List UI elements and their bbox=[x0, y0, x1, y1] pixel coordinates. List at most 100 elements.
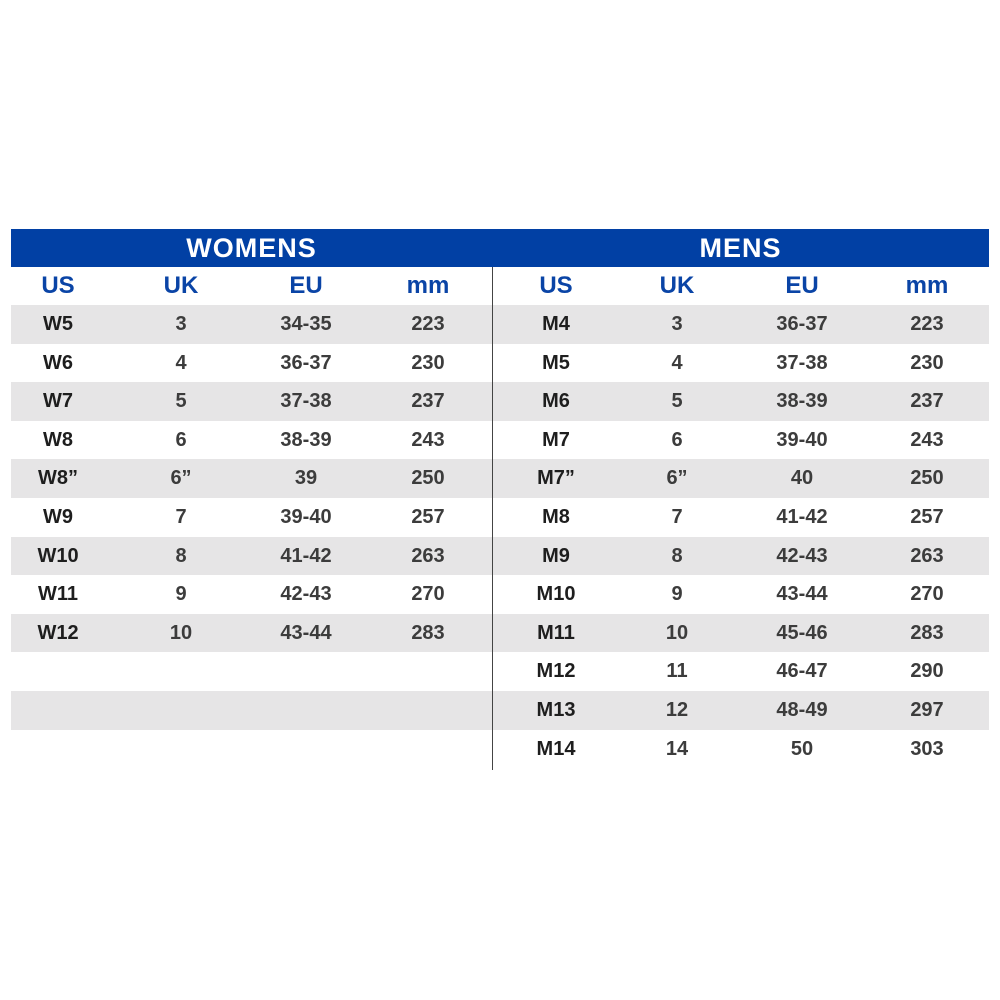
mens-cell: 230 bbox=[910, 351, 944, 374]
womens-cell: 34-35 bbox=[280, 313, 332, 335]
mens-cell: 45-46 bbox=[776, 621, 828, 644]
womens-cell: 8 bbox=[175, 544, 187, 567]
womens-cell: 283 bbox=[411, 621, 445, 644]
womens-cell: 243 bbox=[411, 428, 445, 451]
mens-cell: 243 bbox=[910, 428, 944, 451]
row-stripe bbox=[11, 613, 989, 653]
womens-cell: W7 bbox=[43, 390, 73, 413]
mens-cell: 48-49 bbox=[776, 699, 828, 721]
mens-cell: M14 bbox=[536, 737, 576, 760]
mens-cell: 4 bbox=[671, 351, 683, 374]
mens-cell: 250 bbox=[910, 467, 944, 490]
mens-cell: M13 bbox=[536, 699, 576, 721]
row-stripe bbox=[11, 305, 989, 344]
womens-cell: 230 bbox=[411, 351, 445, 374]
womens-cell: 37-38 bbox=[280, 390, 332, 413]
mens-cell: 270 bbox=[910, 583, 944, 606]
womens-cell: W6 bbox=[43, 351, 73, 374]
womens-cell: 257 bbox=[411, 506, 445, 528]
mens-cell: 42-43 bbox=[776, 544, 828, 567]
mens-cell: M9 bbox=[542, 544, 570, 567]
womens-cell: W5 bbox=[43, 313, 73, 335]
womens-cell: 6 bbox=[175, 428, 187, 451]
womens-header-us: US bbox=[41, 272, 75, 299]
mens-header-us: US bbox=[539, 272, 573, 299]
mens-cell: 14 bbox=[665, 737, 689, 760]
womens-cell: 42-43 bbox=[280, 583, 332, 606]
womens-banner: WOMENS bbox=[11, 229, 492, 267]
mens-cell: 38-39 bbox=[776, 390, 828, 413]
womens-header-uk: UK bbox=[163, 272, 199, 299]
mens-cell: 303 bbox=[910, 737, 944, 760]
mens-banner: MENS bbox=[492, 229, 989, 267]
mens-cell: 290 bbox=[910, 660, 944, 683]
womens-cell: 270 bbox=[411, 583, 445, 606]
column-divider bbox=[492, 267, 493, 770]
womens-cell: 237 bbox=[411, 390, 445, 413]
mens-cell: M4 bbox=[542, 313, 570, 335]
mens-cell: 9 bbox=[671, 583, 683, 606]
mens-header-uk: UK bbox=[659, 272, 695, 299]
mens-cell: M7” bbox=[537, 467, 575, 490]
womens-cell: 39-40 bbox=[280, 506, 332, 528]
womens-cell: 38-39 bbox=[280, 428, 332, 451]
mens-cell: M12 bbox=[536, 660, 576, 683]
mens-cell: 7 bbox=[671, 506, 683, 528]
mens-cell: 257 bbox=[910, 506, 944, 528]
mens-cell: 40 bbox=[790, 467, 814, 490]
womens-cell: W8” bbox=[38, 467, 78, 490]
mens-cell: 36-37 bbox=[776, 313, 828, 335]
womens-cell: 223 bbox=[411, 313, 445, 335]
mens-cell: 10 bbox=[665, 621, 689, 644]
mens-cell: 50 bbox=[790, 737, 814, 760]
mens-cell: 283 bbox=[910, 621, 944, 644]
womens-cell: 39 bbox=[294, 467, 318, 490]
mens-cell: M5 bbox=[542, 351, 570, 374]
mens-cell: 46-47 bbox=[776, 660, 828, 683]
mens-cell: 223 bbox=[910, 313, 944, 335]
womens-header-mm: mm bbox=[406, 272, 450, 299]
womens-cell: W12 bbox=[37, 621, 79, 644]
mens-cell: 41-42 bbox=[776, 506, 828, 528]
womens-cell: 7 bbox=[175, 506, 187, 528]
mens-header-eu: EU bbox=[785, 272, 819, 299]
mens-cell: 37-38 bbox=[776, 351, 828, 374]
mens-cell: M7 bbox=[542, 428, 570, 451]
mens-cell: 6 bbox=[671, 428, 683, 451]
mens-cell: M6 bbox=[542, 390, 570, 413]
row-stripe bbox=[11, 536, 989, 576]
womens-cell: W8 bbox=[43, 428, 73, 451]
mens-cell: M10 bbox=[536, 583, 576, 606]
mens-cell: 12 bbox=[665, 699, 689, 721]
mens-cell: 11 bbox=[666, 660, 688, 683]
womens-cell: 5 bbox=[175, 390, 187, 413]
mens-cell: 297 bbox=[910, 699, 944, 721]
womens-cell: 263 bbox=[411, 544, 445, 567]
row-stripe bbox=[11, 382, 989, 421]
mens-cell: 8 bbox=[671, 544, 683, 567]
mens-cell: 237 bbox=[910, 390, 944, 413]
womens-cell: 3 bbox=[175, 313, 187, 335]
womens-cell: 43-44 bbox=[280, 621, 332, 644]
womens-cell: 6” bbox=[170, 467, 192, 490]
womens-cell: W9 bbox=[43, 506, 73, 528]
womens-cell: 36-37 bbox=[280, 351, 332, 374]
womens-cell: 4 bbox=[175, 351, 187, 374]
row-stripe bbox=[11, 691, 989, 730]
womens-cell: 9 bbox=[175, 583, 187, 606]
mens-cell: 6” bbox=[666, 467, 688, 490]
womens-cell: 41-42 bbox=[280, 544, 332, 567]
mens-cell: 5 bbox=[671, 390, 683, 413]
womens-header-eu: EU bbox=[289, 272, 323, 299]
mens-cell: 3 bbox=[671, 313, 683, 335]
mens-cell: M11 bbox=[537, 621, 575, 644]
womens-cell: W10 bbox=[37, 544, 79, 567]
womens-cell: 250 bbox=[411, 467, 445, 490]
womens-cell: W11 bbox=[37, 583, 79, 606]
mens-cell: 263 bbox=[910, 544, 944, 567]
mens-cell: 39-40 bbox=[776, 428, 828, 451]
womens-cell: 10 bbox=[169, 621, 193, 644]
mens-cell: M8 bbox=[542, 506, 570, 528]
mens-header-mm: mm bbox=[905, 272, 949, 299]
row-stripe bbox=[11, 459, 989, 498]
